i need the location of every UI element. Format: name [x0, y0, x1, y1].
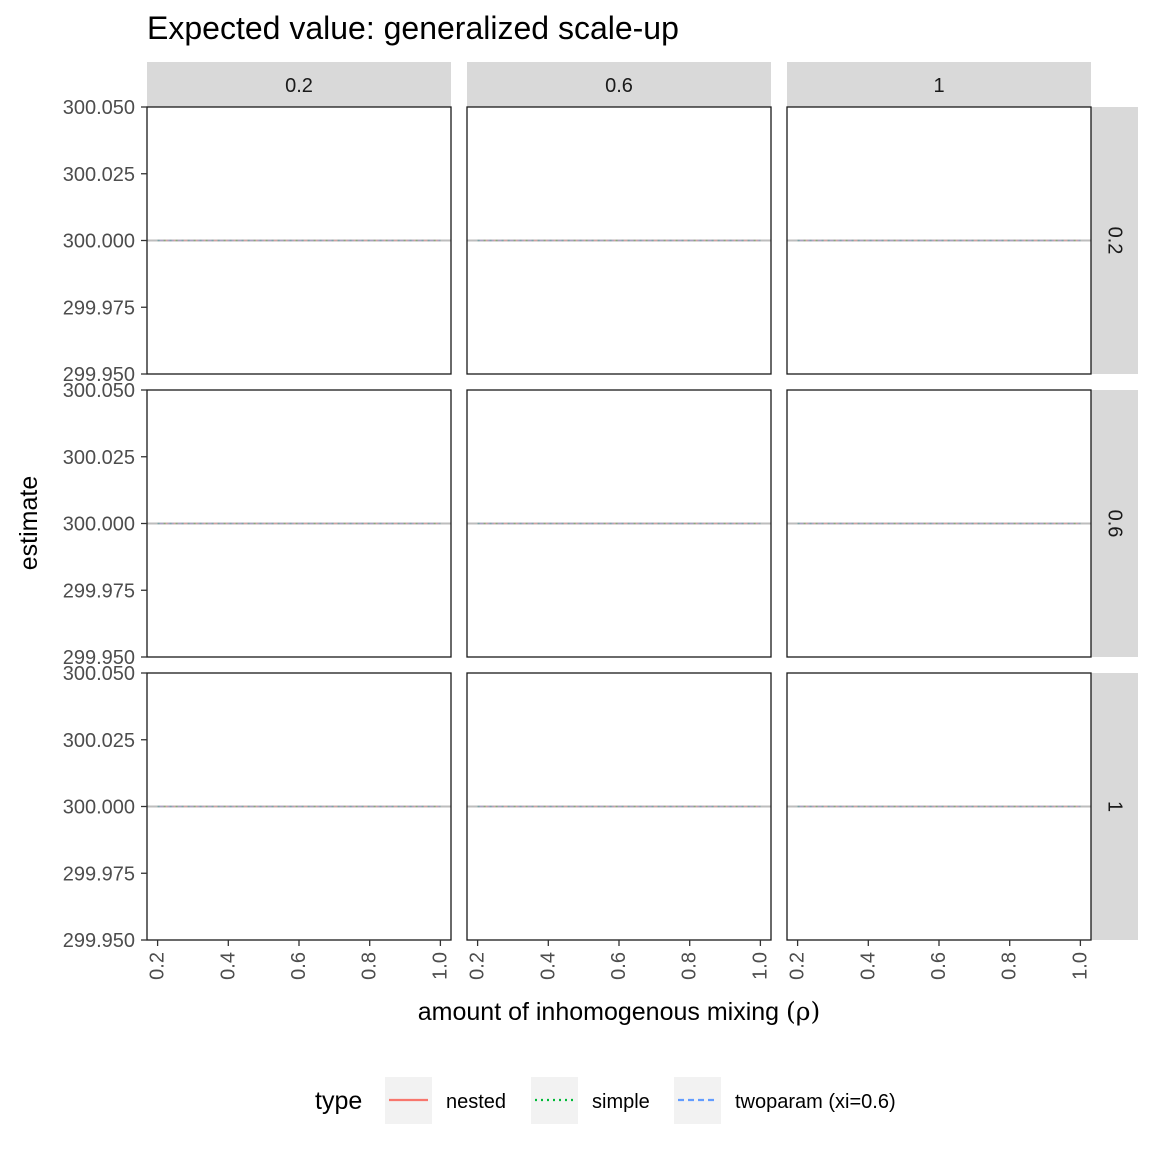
facet-panel	[786, 106, 1092, 375]
y-tick-label: 299.950	[63, 930, 135, 952]
facet-grid: 0.2 0.6 1 0.2 0.6 1 299.950 299.975 300.000 300.0…	[63, 62, 1138, 980]
y-tick-label: 300.000	[63, 514, 135, 536]
row-strip-label: 0.2	[1104, 227, 1126, 255]
panel-border	[466, 106, 772, 375]
x-tick-label: 0.4	[217, 952, 239, 980]
y-tick-label: 300.050	[63, 97, 135, 119]
x-tick-label: 0.6	[928, 952, 950, 980]
x-tick-label: 0.8	[679, 952, 701, 980]
y-axis-title: estimate	[15, 476, 43, 570]
row-strip	[1091, 673, 1138, 940]
column-strip	[467, 62, 771, 107]
x-tick-label: 0.2	[147, 952, 169, 980]
x-tick-label: 0.6	[608, 952, 630, 980]
x-axis-title: amount of inhomogenous mixing (ρ)	[418, 997, 821, 1026]
facet-panel	[146, 106, 452, 375]
x-tick-label: 1.0	[1069, 952, 1091, 980]
panel-border	[786, 106, 1092, 375]
x-tick-label: 1.0	[429, 952, 451, 980]
column-strip-label: 0.6	[605, 75, 633, 97]
facet-panel	[786, 389, 1092, 658]
panel-border	[466, 389, 772, 658]
x-tick-label: 1.0	[749, 952, 771, 980]
y-tick-label: 300.025	[63, 164, 135, 186]
panel-border	[786, 389, 1092, 658]
legend-keys: nested simple twoparam (xi=0.6)	[385, 1077, 896, 1124]
y-tick-label: 299.950	[63, 364, 135, 386]
y-tick-label: 300.025	[63, 447, 135, 469]
x-tick-label: 0.8	[359, 952, 381, 980]
chart-title: Expected value: generalized scale-up	[147, 10, 679, 46]
x-axis-title-text: amount of inhomogenous mixing	[418, 998, 786, 1026]
legend: type nested simple twoparam (xi=0.6)	[315, 1077, 896, 1124]
y-tick-label: 299.975	[63, 580, 135, 602]
x-tick-label: 0.6	[288, 952, 310, 980]
column-strip-label: 0.2	[285, 75, 313, 97]
facet-panel	[466, 106, 772, 375]
legend-label: twoparam (xi=0.6)	[735, 1091, 896, 1113]
column-strip-label: 1	[933, 75, 944, 97]
facet-panel	[466, 672, 772, 941]
facet-panel	[146, 672, 452, 941]
y-tick-label: 299.975	[63, 863, 135, 885]
column-strip	[787, 62, 1091, 107]
y-tick-label: 300.050	[63, 663, 135, 685]
x-tick-label: 0.2	[467, 952, 489, 980]
x-tick-label: 0.2	[787, 952, 809, 980]
row-strip	[1091, 390, 1138, 657]
y-tick-label: 300.000	[63, 231, 135, 253]
row-strip-label: 0.6	[1104, 510, 1126, 538]
y-tick-label: 300.025	[63, 730, 135, 752]
x-tick-label: 0.4	[537, 952, 559, 980]
row-strip	[1091, 107, 1138, 374]
legend-label: simple	[592, 1091, 650, 1113]
x-tick-label: 0.8	[999, 952, 1021, 980]
legend-title: type	[315, 1087, 362, 1115]
y-tick-label: 300.050	[63, 380, 135, 402]
legend-label: nested	[446, 1091, 506, 1113]
facet-panel	[146, 389, 452, 658]
y-tick-label: 300.000	[63, 797, 135, 819]
facet-panel	[786, 672, 1092, 941]
x-axis-title-symbol: (ρ)	[786, 997, 820, 1026]
y-tick-label: 299.975	[63, 297, 135, 319]
row-strip-label: 1	[1104, 801, 1126, 812]
column-strip	[147, 62, 451, 107]
x-tick-label: 0.4	[857, 952, 879, 980]
facet-panel	[466, 389, 772, 658]
y-tick-label: 299.950	[63, 647, 135, 669]
